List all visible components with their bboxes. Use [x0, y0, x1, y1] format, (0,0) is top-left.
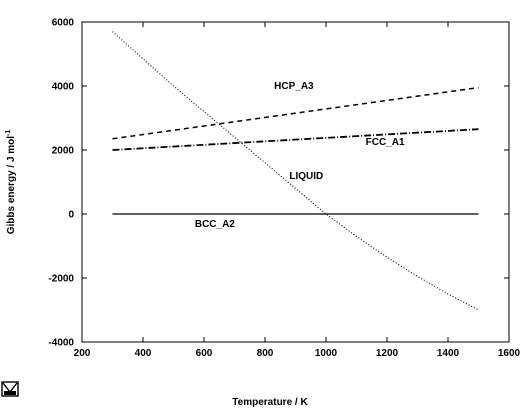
label-hcp-a3: HCP_A3 — [274, 81, 314, 92]
series-line-hcp-a3 — [112, 86, 479, 140]
label-bcc-a2: BCC_A2 — [195, 219, 235, 230]
series-line-fcc-a1 — [112, 128, 479, 151]
series-layer — [112, 31, 479, 311]
y-axis-title-superscript: -1 — [5, 130, 12, 136]
x-tick-label: 1200 — [376, 348, 399, 359]
y-tick-label: 2000 — [52, 146, 75, 157]
label-liquid: LIQUID — [289, 171, 323, 182]
series-line-liquid — [112, 31, 479, 311]
x-tick-label: 800 — [257, 348, 274, 359]
x-tick-label: 400 — [135, 348, 152, 359]
y-tick-label: -2000 — [48, 274, 74, 285]
x-tick-label: 1600 — [498, 348, 521, 359]
axis-ticks: 200 400 600 800 1000 1200 1400 1600 -4000 -2000 0 2… — [48, 18, 520, 360]
x-tick-label: 1400 — [437, 348, 460, 359]
y-axis-title-main: Gibbs energy / J mol — [6, 136, 17, 235]
x-tick-label: 1000 — [315, 348, 338, 359]
y-tick-label: 4000 — [52, 82, 75, 93]
label-fcc-a1: FCC_A1 — [366, 137, 405, 148]
y-tick-label: -4000 — [48, 338, 74, 349]
plot-frame — [81, 21, 510, 343]
x-tick-label: 600 — [196, 348, 213, 359]
x-tick-label: 200 — [74, 348, 91, 359]
y-tick-label: 0 — [68, 210, 74, 221]
series-labels: HCP_A3 FCC_A1 LIQUID BCC_A2 — [195, 81, 405, 230]
y-tick-label: 6000 — [52, 18, 75, 29]
logo-icon — [1, 381, 19, 397]
x-axis-title: Temperature / K — [232, 397, 308, 408]
y-axis-title: Gibbs energy / J mol-1 — [5, 130, 17, 235]
